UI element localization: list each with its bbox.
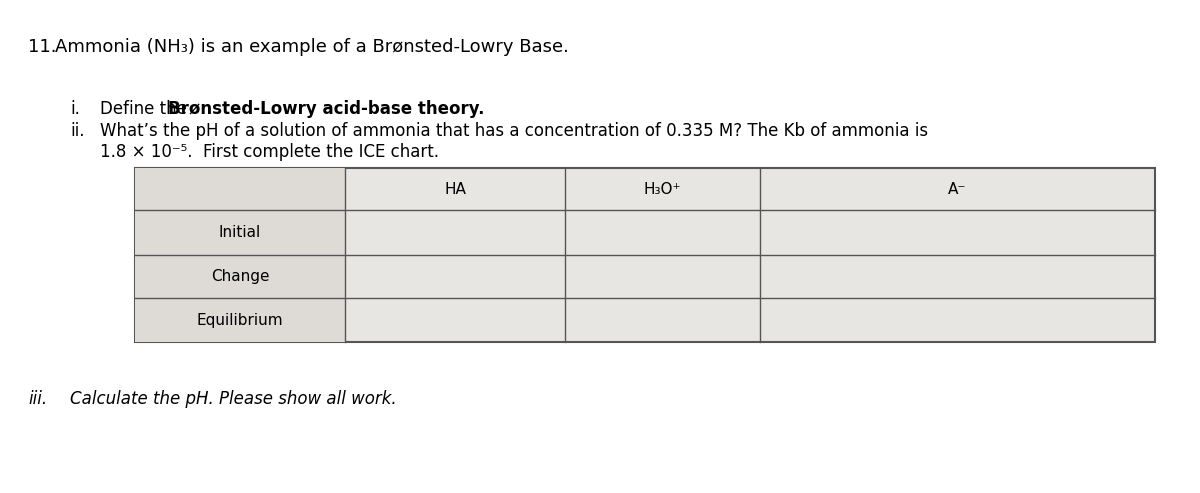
Text: Brønsted-Lowry acid-base theory.: Brønsted-Lowry acid-base theory. <box>168 100 485 118</box>
Text: H₃O⁺: H₃O⁺ <box>643 181 682 197</box>
Text: iii.: iii. <box>28 390 47 408</box>
Text: Ammonia (NH₃) is an example of a Brønsted-Lowry Base.: Ammonia (NH₃) is an example of a Brønste… <box>55 38 569 56</box>
Text: HA: HA <box>444 181 466 197</box>
Bar <box>134 168 346 342</box>
Text: What’s the pH of a solution of ammonia that has a concentration of 0.335 M? The : What’s the pH of a solution of ammonia t… <box>100 122 928 140</box>
Text: Initial: Initial <box>218 225 262 240</box>
Text: ii.: ii. <box>70 122 84 140</box>
Text: A⁻: A⁻ <box>948 181 967 197</box>
Bar <box>134 168 1154 342</box>
Text: Equilibrium: Equilibrium <box>197 313 283 327</box>
Text: Define the: Define the <box>100 100 192 118</box>
Text: 11.: 11. <box>28 38 56 56</box>
Text: 1.8 × 10⁻⁵.  First complete the ICE chart.: 1.8 × 10⁻⁵. First complete the ICE chart… <box>100 143 439 161</box>
Text: Change: Change <box>211 269 269 284</box>
Text: Calculate the pH. Please show all work.: Calculate the pH. Please show all work. <box>70 390 397 408</box>
Text: i.: i. <box>70 100 80 118</box>
